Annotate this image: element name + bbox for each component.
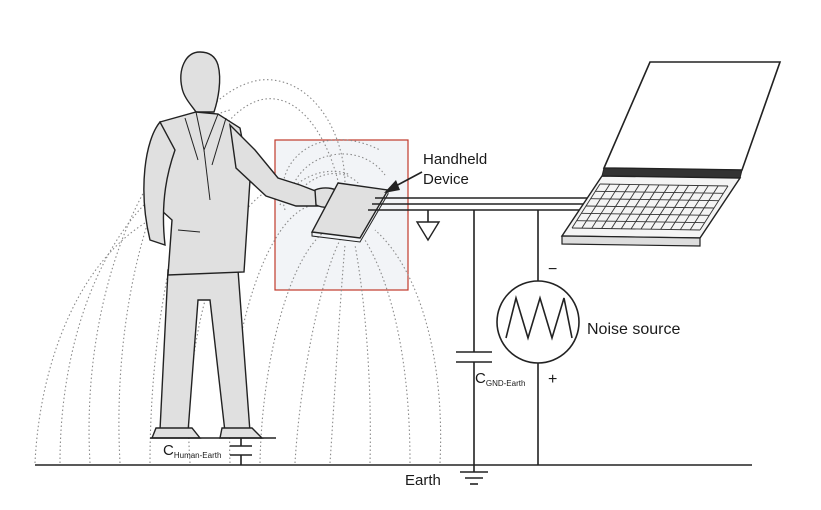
keyboard-col-line (591, 184, 621, 229)
keyboard-col-line (630, 184, 660, 230)
handheld-label-line2: Device (423, 171, 469, 188)
c-human-earth-label: CHuman-Earth (163, 442, 221, 460)
device-arrow (384, 171, 423, 193)
keyboard-row-line (571, 227, 701, 231)
human-figure (143, 51, 347, 439)
keyboard-col-line (689, 185, 719, 231)
capacitor-human-earth (150, 437, 276, 465)
keyboard-col-line (679, 185, 709, 230)
keyboard-col-line (650, 184, 680, 230)
handheld-label-line1: Handheld (423, 151, 487, 168)
noise-source-label: Noise source (587, 321, 680, 338)
c-gnd-earth-label: CGND-Earth (475, 370, 525, 388)
cable (368, 197, 600, 211)
chassis-ground-icon (415, 210, 441, 242)
polarity-minus: − (548, 261, 557, 278)
laptop-keyboard (571, 183, 729, 231)
keyboard-row-line (595, 190, 724, 194)
keyboard-row-line (581, 212, 710, 216)
earth-ground-icon (460, 465, 488, 485)
noise-source-symbol (496, 280, 580, 364)
keyboard-row-line (585, 205, 715, 209)
keyboard-row-line (576, 220, 705, 224)
polarity-plus: + (548, 371, 557, 388)
earth-label: Earth (405, 472, 441, 489)
keyboard-col-line (611, 184, 640, 229)
keyboard-col-line (640, 184, 670, 230)
laptop (560, 61, 782, 247)
keyboard-row-line (599, 183, 729, 187)
keyboard-row-line (590, 198, 719, 202)
keyboard-col-line (699, 185, 729, 231)
handheld-device (310, 182, 390, 243)
keyboard-col-line (670, 185, 699, 230)
keyboard-col-line (660, 185, 689, 230)
capacitor-gnd-earth (456, 351, 492, 363)
keyboard-col-line (581, 183, 611, 229)
keyboard-col-line (601, 184, 630, 229)
keyboard-col-line (571, 183, 601, 229)
keyboard-col-line (620, 184, 650, 230)
